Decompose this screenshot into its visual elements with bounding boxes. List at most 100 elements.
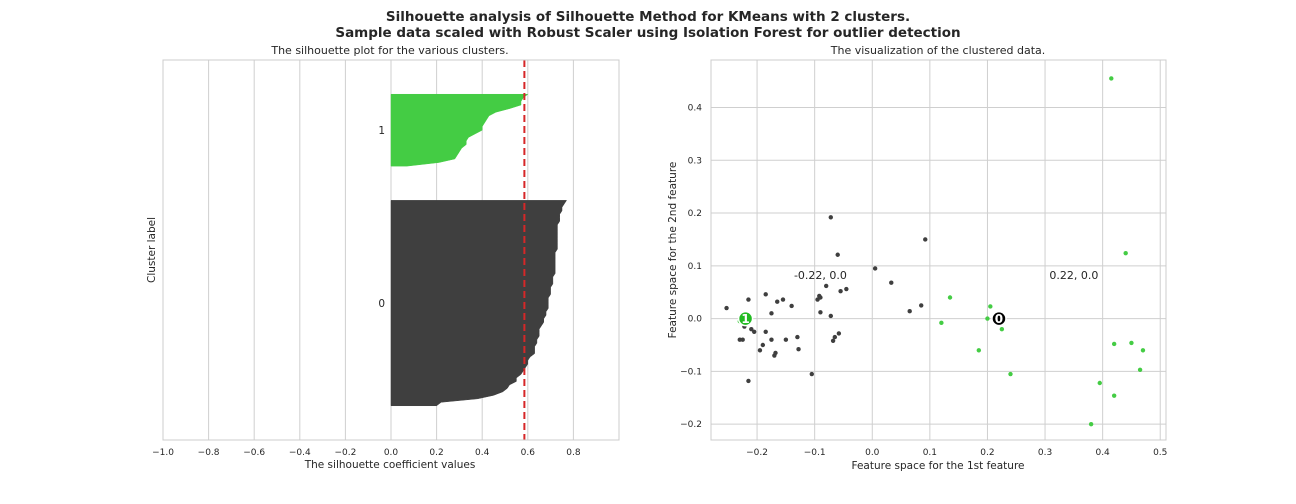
scatter-y-ticks: −0.2 −0.1 0.0 0.1 0.2 0.3 0.4 (680, 104, 702, 431)
cluster-labels: 01 (378, 125, 385, 310)
x-tick-label: −0.8 (198, 448, 220, 458)
scatter-x-label: Feature space for the 1st feature (851, 460, 1024, 472)
data-point-cluster-0 (907, 309, 912, 314)
data-point-cluster-0 (830, 338, 836, 343)
x-tick-label: 0.4 (1095, 448, 1110, 458)
x-tick-label: −0.2 (746, 448, 768, 458)
data-point-cluster-1 (947, 295, 953, 300)
data-point-cluster-1 (1140, 348, 1146, 353)
data-point-cluster-0 (749, 326, 754, 332)
y-tick-label: 0.0 (688, 315, 703, 325)
data-point-cluster-0 (796, 347, 801, 352)
cluster-center-label-0: 0 (995, 312, 1003, 326)
data-point-cluster-0 (780, 297, 786, 302)
data-point-cluster-1 (1129, 340, 1134, 346)
scatter-points (724, 76, 1146, 427)
data-point-cluster-1 (988, 304, 993, 309)
silhouette-fills (390, 93, 568, 407)
silhouette-plot: The silhouette plot for the various clus… (146, 44, 620, 471)
data-point-cluster-0 (724, 305, 729, 311)
y-tick-label: −0.2 (680, 420, 702, 430)
x-tick-label: −0.2 (334, 448, 356, 458)
data-point-cluster-0 (832, 334, 838, 340)
x-tick-label: −0.6 (243, 448, 265, 458)
data-point-cluster-0 (818, 310, 823, 315)
cluster-label-0: 0 (378, 298, 385, 310)
silhouette-y-label: Cluster label (146, 217, 158, 283)
data-point-cluster-1 (1111, 393, 1117, 398)
data-point-cluster-1 (999, 326, 1005, 332)
data-point-cluster-0 (769, 311, 774, 316)
data-point-cluster-1 (1137, 367, 1143, 373)
data-point-cluster-1 (1123, 250, 1128, 256)
data-point-cluster-0 (828, 313, 833, 319)
scatter-gridlines (711, 60, 1166, 440)
cluster-center-label-1: 1 (741, 312, 749, 326)
x-tick-label: 0.5 (1153, 448, 1167, 458)
data-point-cluster-1 (1008, 371, 1013, 377)
scatter-plot-title: The visualization of the clustered data. (830, 44, 1046, 57)
silhouette-x-ticks: −1.0 −0.8 −0.6 −0.4 −0.2 0.0 0.2 0.4 0.6 0.8 (152, 448, 581, 458)
y-tick-label: 0.2 (688, 209, 702, 219)
x-tick-label: 0.1 (923, 448, 937, 458)
x-tick-label: −0.1 (804, 448, 826, 458)
silhouette-plot-frame (162, 59, 620, 441)
silhouette-plot-title: The silhouette plot for the various clus… (270, 44, 508, 57)
scatter-x-ticks: −0.2 −0.1 0.0 0.1 0.2 0.3 0.4 0.5 (746, 448, 1167, 458)
data-point-cluster-1 (939, 320, 944, 326)
scatter-plot-frame (710, 59, 1167, 441)
x-tick-label: 0.3 (1038, 448, 1052, 458)
data-point-cluster-1 (1109, 76, 1114, 81)
x-tick-label: 0.6 (521, 448, 536, 458)
suptitle-line-1: Silhouette analysis of Silhouette Method… (386, 9, 910, 25)
data-point-cluster-0 (763, 329, 768, 335)
data-point-cluster-0 (769, 337, 774, 342)
y-tick-label: 0.3 (688, 156, 702, 166)
data-point-cluster-0 (923, 237, 928, 242)
data-point-cluster-0 (763, 292, 768, 297)
x-tick-label: 0.0 (384, 448, 399, 458)
x-tick-label: 0.0 (865, 448, 880, 458)
cluster-center-marker-1 (737, 310, 754, 327)
data-point-cluster-1 (1088, 421, 1094, 427)
data-point-cluster-1 (1111, 341, 1117, 347)
data-point-cluster-0 (740, 337, 745, 342)
y-tick-label: 0.4 (688, 104, 703, 114)
x-tick-label: −0.4 (289, 448, 311, 458)
y-tick-label: 0.1 (688, 262, 702, 272)
data-point-cluster-0 (795, 334, 800, 340)
x-tick-label: 0.8 (566, 448, 581, 458)
y-tick-label: −0.1 (680, 367, 702, 377)
suptitle-line-2: Sample data scaled with Robust Scaler us… (335, 25, 960, 41)
data-point-cluster-0 (835, 252, 840, 257)
data-point-cluster-1 (985, 316, 990, 321)
data-point-cluster-1 (976, 348, 982, 353)
center-coordinate-annotation-0: 0.22, 0.0 (1049, 269, 1098, 282)
data-point-cluster-0 (746, 297, 751, 302)
data-point-cluster-0 (809, 371, 814, 377)
x-tick-label: 0.2 (429, 448, 443, 458)
data-point-cluster-0 (751, 329, 757, 335)
data-point-cluster-0 (836, 331, 842, 336)
x-tick-label: 0.4 (475, 448, 490, 458)
data-point-cluster-0 (783, 337, 789, 342)
data-point-cluster-0 (760, 342, 766, 348)
data-point-cluster-0 (775, 299, 780, 304)
data-point-cluster-0 (746, 378, 751, 384)
data-point-cluster-0 (823, 283, 829, 289)
center-coordinate-annotation-1: -0.22, 0.0 (794, 269, 847, 282)
data-point-cluster-0 (789, 303, 794, 309)
center-annotations: 0.22, 0.0 -0.22, 0.0 (794, 269, 1098, 282)
data-point-cluster-0 (818, 295, 823, 300)
scatter-y-label: Feature space for the 2nd feature (667, 162, 679, 339)
cluster-center-marker-0 (991, 310, 1007, 327)
data-point-cluster-0 (844, 286, 849, 292)
data-point-cluster-0 (889, 280, 894, 285)
data-point-cluster-0 (872, 266, 878, 271)
silhouette-fill-cluster-1 (390, 93, 529, 167)
data-point-cluster-0 (757, 348, 763, 353)
cluster-label-1: 1 (378, 125, 385, 137)
data-point-cluster-0 (773, 350, 778, 356)
cluster-scatter-plot: The visualization of the clustered data.… (667, 44, 1167, 472)
